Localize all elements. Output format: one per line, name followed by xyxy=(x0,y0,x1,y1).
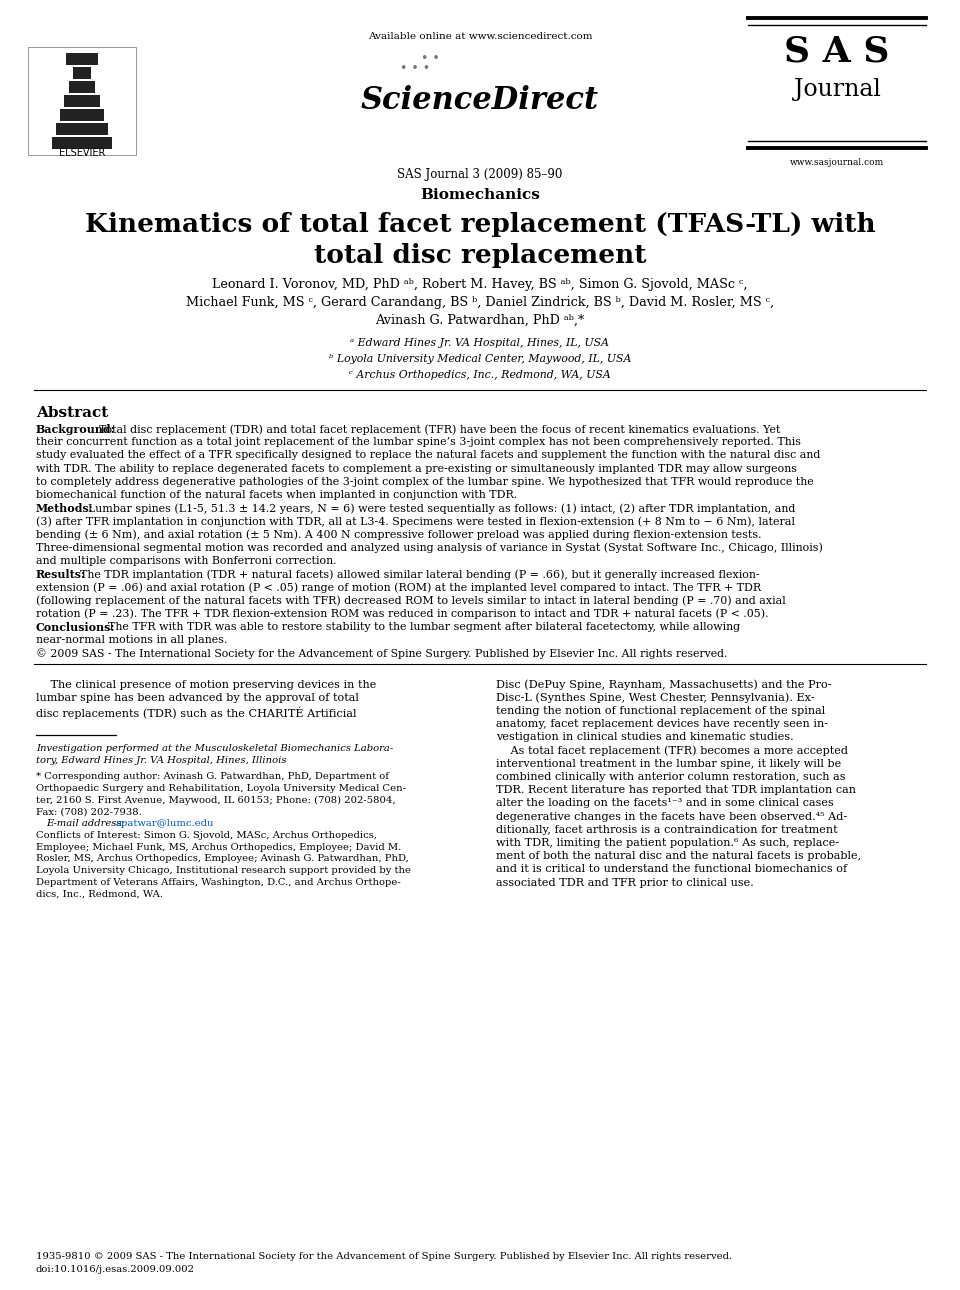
Text: * Corresponding author: Avinash G. Patwardhan, PhD, Department of: * Corresponding author: Avinash G. Patwa… xyxy=(36,771,389,780)
Text: Disc-L (Synthes Spine, West Chester, Pennsylvania). Ex-: Disc-L (Synthes Spine, West Chester, Pen… xyxy=(496,693,814,703)
Text: Employee; Michael Funk, MS, Archus Orthopedics, Employee; David M.: Employee; Michael Funk, MS, Archus Ortho… xyxy=(36,842,401,851)
Text: Biomechanics: Biomechanics xyxy=(420,188,540,203)
Text: dics, Inc., Redmond, WA.: dics, Inc., Redmond, WA. xyxy=(36,890,163,899)
Bar xyxy=(56,123,108,135)
Text: S A S: S A S xyxy=(784,34,890,68)
Text: their concurrent function as a total joint replacement of the lumbar spine’s 3-j: their concurrent function as a total joi… xyxy=(36,437,801,448)
Text: tory, Edward Hines Jr. VA Hospital, Hines, Illinois: tory, Edward Hines Jr. VA Hospital, Hine… xyxy=(36,756,286,765)
Text: Background:: Background: xyxy=(36,424,115,435)
Text: doi:10.1016/j.esas.2009.09.002: doi:10.1016/j.esas.2009.09.002 xyxy=(36,1265,195,1275)
Text: Kinematics of total facet replacement (TFAS-TL) with: Kinematics of total facet replacement (T… xyxy=(84,212,876,237)
Text: Results:: Results: xyxy=(36,569,86,580)
Text: 1935-9810 © 2009 SAS - The International Society for the Advancement of Spine Su: 1935-9810 © 2009 SAS - The International… xyxy=(36,1253,732,1262)
Text: degenerative changes in the facets have been observed.⁴⁵ Ad-: degenerative changes in the facets have … xyxy=(496,811,847,822)
Text: Investigation performed at the Musculoskeletal Biomechanics Labora-: Investigation performed at the Musculosk… xyxy=(36,744,394,753)
Text: extension (P = .06) and axial rotation (P < .05) range of motion (ROM) at the im: extension (P = .06) and axial rotation (… xyxy=(36,582,761,593)
Text: Department of Veterans Affairs, Washington, D.C., and Archus Orthope-: Department of Veterans Affairs, Washingt… xyxy=(36,878,400,888)
Text: study evaluated the effect of a TFR specifically designed to replace the natural: study evaluated the effect of a TFR spec… xyxy=(36,450,821,461)
Text: Loyola University Chicago, Institutional research support provided by the: Loyola University Chicago, Institutional… xyxy=(36,866,411,875)
Text: associated TDR and TFR prior to clinical use.: associated TDR and TFR prior to clinical… xyxy=(496,877,754,888)
Bar xyxy=(73,67,91,79)
Bar xyxy=(28,46,136,155)
Text: tending the notion of functional replacement of the spinal: tending the notion of functional replace… xyxy=(496,706,826,716)
Text: Total disc replacement (TDR) and total facet replacement (TFR) have been the foc: Total disc replacement (TDR) and total f… xyxy=(99,424,780,435)
Text: (3) after TFR implantation in conjunction with TDR, all at L3-4. Specimens were : (3) after TFR implantation in conjunctio… xyxy=(36,516,795,526)
Text: lumbar spine has been advanced by the approval of total: lumbar spine has been advanced by the ap… xyxy=(36,693,359,703)
Bar xyxy=(64,95,100,107)
Text: www.sasjournal.com: www.sasjournal.com xyxy=(790,157,884,166)
Text: interventional treatment in the lumbar spine, it likely will be: interventional treatment in the lumbar s… xyxy=(496,759,841,769)
Text: Orthopaedic Surgery and Rehabilitation, Loyola University Medical Cen-: Orthopaedic Surgery and Rehabilitation, … xyxy=(36,783,406,792)
Text: combined clinically with anterior column restoration, such as: combined clinically with anterior column… xyxy=(496,771,846,782)
Bar xyxy=(69,81,95,93)
Text: ᶜ Archus Orthopedics, Inc., Redmond, WA, USA: ᶜ Archus Orthopedics, Inc., Redmond, WA,… xyxy=(349,370,611,381)
Text: bending (± 6 Nm), and axial rotation (± 5 Nm). A 400 N compressive follower prel: bending (± 6 Nm), and axial rotation (± … xyxy=(36,530,761,541)
Text: The TFR with TDR was able to restore stability to the lumbar segment after bilat: The TFR with TDR was able to restore sta… xyxy=(108,622,740,632)
Text: ScienceDirect: ScienceDirect xyxy=(361,85,599,116)
Text: Journal: Journal xyxy=(794,77,880,101)
Text: SAS Journal 3 (2009) 85–90: SAS Journal 3 (2009) 85–90 xyxy=(397,168,563,181)
Text: and it is critical to understand the functional biomechanics of: and it is critical to understand the fun… xyxy=(496,864,847,875)
Text: ᵃ Edward Hines Jr. VA Hospital, Hines, IL, USA: ᵃ Edward Hines Jr. VA Hospital, Hines, I… xyxy=(350,338,610,348)
Text: and multiple comparisons with Bonferroni correction.: and multiple comparisons with Bonferroni… xyxy=(36,556,337,566)
Text: ELSEVIER: ELSEVIER xyxy=(59,148,106,157)
Text: disc replacements (TDR) such as the CHARITÉ Artificial: disc replacements (TDR) such as the CHAR… xyxy=(36,706,356,719)
Text: Lumbar spines (L1-5, 51.3 ± 14.2 years, N = 6) were tested sequentially as follo: Lumbar spines (L1-5, 51.3 ± 14.2 years, … xyxy=(88,503,796,513)
Text: Michael Funk, MS ᶜ, Gerard Carandang, BS ᵇ, Daniel Zindrick, BS ᵇ, David M. Rosl: Michael Funk, MS ᶜ, Gerard Carandang, BS… xyxy=(186,295,774,310)
Text: Leonard I. Voronov, MD, PhD ᵃᵇ, Robert M. Havey, BS ᵃᵇ, Simon G. Sjovold, MASc ᶜ: Leonard I. Voronov, MD, PhD ᵃᵇ, Robert M… xyxy=(212,279,748,292)
Bar xyxy=(52,137,112,150)
Text: apatwar@lumc.edu: apatwar@lumc.edu xyxy=(116,819,214,828)
Text: Fax: (708) 202-7938.: Fax: (708) 202-7938. xyxy=(36,808,142,817)
Text: Three-dimensional segmental motion was recorded and analyzed using analysis of v: Three-dimensional segmental motion was r… xyxy=(36,543,823,553)
Text: near-normal motions in all planes.: near-normal motions in all planes. xyxy=(36,635,228,645)
Text: anatomy, facet replacement devices have recently seen in-: anatomy, facet replacement devices have … xyxy=(496,720,828,729)
Text: As total facet replacement (TFR) becomes a more accepted: As total facet replacement (TFR) becomes… xyxy=(496,746,848,756)
Text: Disc (DePuy Spine, Raynham, Massachusetts) and the Pro-: Disc (DePuy Spine, Raynham, Massachusett… xyxy=(496,680,831,690)
Text: Conflicts of Interest: Simon G. Sjovold, MASc, Archus Orthopedics,: Conflicts of Interest: Simon G. Sjovold,… xyxy=(36,831,377,840)
Text: ter, 2160 S. First Avenue, Maywood, IL 60153; Phone: (708) 202-5804,: ter, 2160 S. First Avenue, Maywood, IL 6… xyxy=(36,796,396,805)
Text: alter the loading on the facets¹⁻³ and in some clinical cases: alter the loading on the facets¹⁻³ and i… xyxy=(496,799,833,809)
Text: • •: • • xyxy=(420,52,440,64)
Text: biomechanical function of the natural facets when implanted in conjunction with : biomechanical function of the natural fa… xyxy=(36,490,517,501)
Text: with TDR, limiting the patient population.⁶ As such, replace-: with TDR, limiting the patient populatio… xyxy=(496,838,839,848)
Text: Avinash G. Patwardhan, PhD ᵃᵇ,*: Avinash G. Patwardhan, PhD ᵃᵇ,* xyxy=(375,313,585,326)
Text: The TDR implantation (TDR + natural facets) allowed similar lateral bending (P =: The TDR implantation (TDR + natural face… xyxy=(80,569,759,579)
Text: © 2009 SAS - The International Society for the Advancement of Spine Surgery. Pub: © 2009 SAS - The International Society f… xyxy=(36,649,728,659)
Text: Abstract: Abstract xyxy=(36,406,108,421)
Text: ᵇ Loyola University Medical Center, Maywood, IL, USA: ᵇ Loyola University Medical Center, Mayw… xyxy=(329,353,631,364)
Text: vestigation in clinical studies and kinematic studies.: vestigation in clinical studies and kine… xyxy=(496,733,794,743)
Text: Rosler, MS, Archus Orthopedics, Employee; Avinash G. Patwardhan, PhD,: Rosler, MS, Archus Orthopedics, Employee… xyxy=(36,854,409,863)
Text: rotation (P = .23). The TFR + TDR flexion-extension ROM was reduced in compariso: rotation (P = .23). The TFR + TDR flexio… xyxy=(36,609,769,619)
Text: (following replacement of the natural facets with TFR) decreased ROM to levels s: (following replacement of the natural fa… xyxy=(36,596,785,606)
Text: with TDR. The ability to replace degenerated facets to complement a pre-existing: with TDR. The ability to replace degener… xyxy=(36,463,797,473)
Text: The clinical presence of motion preserving devices in the: The clinical presence of motion preservi… xyxy=(36,680,376,690)
Bar xyxy=(66,53,98,64)
Text: E-mail address:: E-mail address: xyxy=(46,819,125,828)
Text: Methods:: Methods: xyxy=(36,503,94,515)
Text: TDR. Recent literature has reported that TDR implantation can: TDR. Recent literature has reported that… xyxy=(496,786,856,795)
Text: ditionally, facet arthrosis is a contraindication for treatment: ditionally, facet arthrosis is a contrai… xyxy=(496,824,838,835)
Bar xyxy=(60,108,104,121)
Text: • • •: • • • xyxy=(400,62,430,75)
Text: ment of both the natural disc and the natural facets is probable,: ment of both the natural disc and the na… xyxy=(496,851,861,862)
Text: total disc replacement: total disc replacement xyxy=(314,243,646,268)
Text: to completely address degenerative pathologies of the 3-joint complex of the lum: to completely address degenerative patho… xyxy=(36,477,814,486)
Text: Conclusions:: Conclusions: xyxy=(36,622,115,633)
Text: Available online at www.sciencedirect.com: Available online at www.sciencedirect.co… xyxy=(368,32,592,41)
